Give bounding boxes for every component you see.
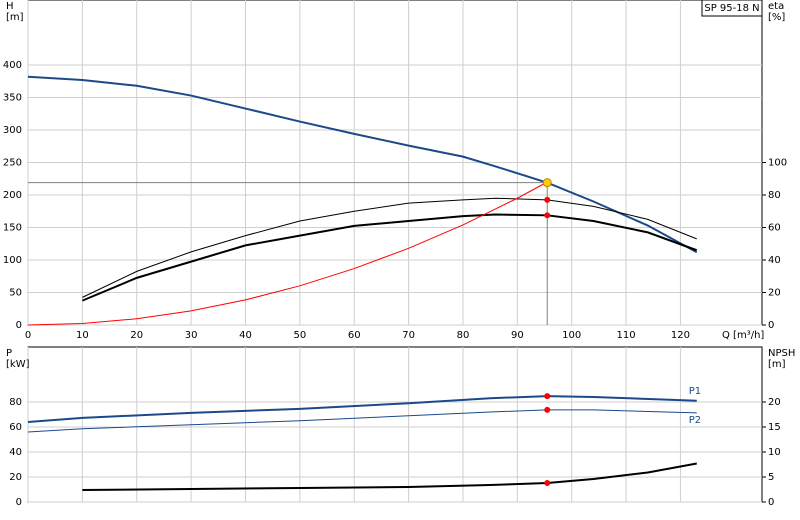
x-tick-label: 120: [671, 330, 690, 341]
y2-tick-label: 60: [768, 223, 781, 234]
y2-tick-label: 20: [768, 397, 781, 408]
y2-tick-label: 0: [768, 497, 774, 508]
y-tick-label: 80: [9, 397, 22, 408]
y2-tick-label: 80: [768, 190, 781, 201]
x-tick-label: 0: [25, 330, 31, 341]
y-axis-label: [m]: [6, 12, 24, 23]
duty-point: [542, 178, 552, 188]
x-tick-label: 100: [562, 330, 581, 341]
x-tick-label: 30: [185, 330, 198, 341]
y2-axis-label: NPSH: [768, 348, 795, 359]
y-axis-label: H: [6, 1, 14, 12]
duty-point: [544, 212, 551, 219]
y-tick-label: 0: [16, 320, 22, 331]
y2-tick-label: 5: [768, 472, 774, 483]
title-box: [701, 0, 763, 17]
series-line: [27, 409, 697, 433]
y2-tick-label: 10: [768, 447, 781, 458]
x-tick-label: 40: [239, 330, 252, 341]
y2-axis-label: [%]: [768, 12, 785, 23]
x-tick-label: 50: [293, 330, 306, 341]
duty-point: [544, 196, 551, 203]
x-tick-label: 70: [402, 330, 415, 341]
x-tick-label: 10: [76, 330, 89, 341]
y2-tick-label: 100: [768, 158, 787, 169]
series-line: [81, 213, 698, 302]
y-tick-label: 60: [9, 422, 22, 433]
y2-tick-label: 40: [768, 255, 781, 266]
y2-tick-label: 20: [768, 288, 781, 299]
y-tick-label: 20: [9, 472, 22, 483]
duty-point: [544, 393, 551, 400]
x-tick-label: 80: [457, 330, 470, 341]
x-tick-label: 60: [348, 330, 361, 341]
y-axis-label: P: [6, 348, 12, 359]
series-line: [82, 197, 697, 298]
y2-tick-label: 15: [768, 422, 781, 433]
y-tick-label: 40: [9, 447, 22, 458]
y-tick-label: 0: [16, 497, 22, 508]
plot-frame: [27, 346, 763, 503]
y2-tick-label: 0: [768, 320, 774, 331]
x-tick-label: 90: [511, 330, 524, 341]
x-tick-label: 20: [130, 330, 143, 341]
y2-axis-label: eta: [768, 1, 784, 12]
x-axis-label: Q [m³/h]: [722, 330, 764, 341]
series-line: [27, 75, 698, 254]
y-tick-label: 50: [9, 288, 22, 299]
y-tick-label: 300: [3, 125, 22, 136]
y-tick-label: 150: [3, 223, 22, 234]
y-tick-label: 100: [3, 255, 22, 266]
duty-point: [544, 406, 551, 413]
y2-axis-label: [m]: [768, 359, 786, 370]
series-line: [82, 462, 697, 491]
y-axis-label: [kW]: [6, 359, 30, 370]
y-tick-label: 400: [3, 60, 22, 71]
chart-title: SP 95-18 N: [704, 3, 759, 14]
series-line: [27, 395, 697, 423]
duty-point: [544, 480, 551, 486]
y-tick-label: 250: [3, 158, 22, 169]
series-label: P1: [689, 386, 701, 397]
series-line: [27, 181, 548, 326]
series-label: P2: [689, 415, 701, 426]
x-tick-label: 110: [617, 330, 636, 341]
y-tick-label: 200: [3, 190, 22, 201]
y-tick-label: 350: [3, 93, 22, 104]
